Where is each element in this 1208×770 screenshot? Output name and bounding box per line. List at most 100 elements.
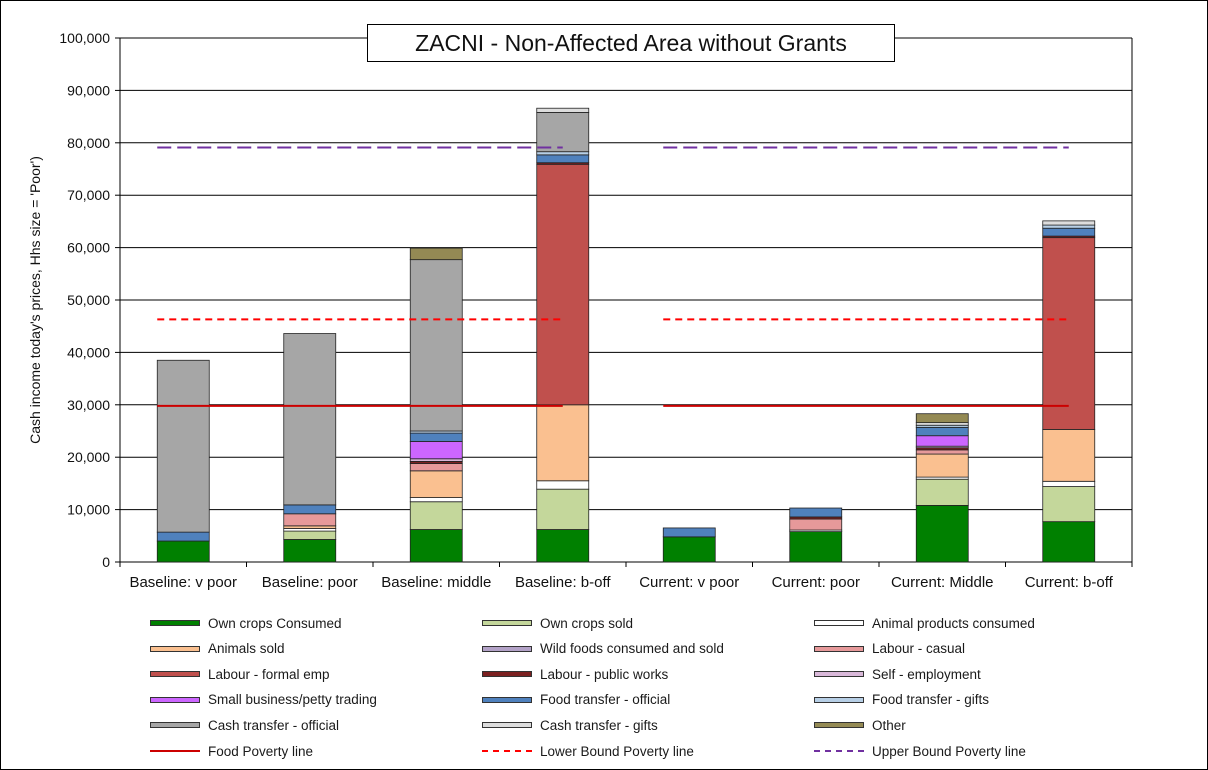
legend-label: Own crops Consumed xyxy=(208,615,342,631)
legend-swatch xyxy=(482,671,532,678)
legend-swatch xyxy=(814,645,864,652)
bar-segment xyxy=(536,488,590,530)
legend-item: Own crops sold xyxy=(482,612,633,634)
chart-plot: 0 10,000 20,000 30,000 40,000 50,000 60,000 70,… xyxy=(27,30,1133,591)
legend-label: Labour - casual xyxy=(872,641,966,657)
y-tick-label: 0 xyxy=(102,554,110,570)
x-category-label: Current: v poor xyxy=(639,574,739,591)
legend-label: Food transfer - official xyxy=(540,692,671,708)
legend-item: Lower Bound Poverty line xyxy=(482,740,694,762)
y-tick-label: 40,000 xyxy=(67,344,110,360)
bar-segment xyxy=(915,413,969,424)
y-tick-label: 70,000 xyxy=(67,187,110,203)
legend-swatch xyxy=(482,620,532,626)
legend-swatch xyxy=(482,750,532,752)
legend-swatch xyxy=(150,696,200,703)
bar-segment xyxy=(1042,220,1096,226)
legend-label: Cash transfer - gifts xyxy=(540,717,658,733)
bar-segment xyxy=(1042,224,1096,229)
bar-segment xyxy=(536,154,590,164)
bar-segment xyxy=(1042,237,1096,430)
legend-item: Food transfer - official xyxy=(482,689,670,711)
bar-segment xyxy=(915,426,969,437)
legend-swatch xyxy=(814,620,864,626)
legend-label: Upper Bound Poverty line xyxy=(872,743,1026,759)
bar-segment xyxy=(662,536,716,563)
y-tick-label: 50,000 xyxy=(67,292,110,308)
bar-segment xyxy=(536,404,590,482)
bar-segment xyxy=(283,513,337,527)
bar-segment xyxy=(1042,227,1096,237)
chart-title: ZACNI - Non-Affected Area without Grants xyxy=(367,24,895,62)
x-category-label: Current: Middle xyxy=(891,574,994,591)
legend-label: Food transfer - gifts xyxy=(872,692,990,708)
y-tick-label: 10,000 xyxy=(67,502,110,518)
bar-segment xyxy=(283,539,337,563)
bar-segment xyxy=(283,333,337,506)
bar-segment xyxy=(915,505,969,563)
legend-swatch xyxy=(482,722,532,729)
legend-label: Labour - public works xyxy=(540,666,669,682)
bar-segment xyxy=(536,529,590,563)
bar-segment xyxy=(409,432,463,442)
bar-segment xyxy=(409,501,463,530)
bar-segment xyxy=(409,470,463,498)
bar-segment xyxy=(789,507,843,518)
legend-item: Other xyxy=(814,714,906,736)
legend-swatch xyxy=(814,750,864,752)
legend-item: Small business/petty trading xyxy=(150,689,377,711)
legend-item: Own crops Consumed xyxy=(150,612,342,634)
y-tick-label: 20,000 xyxy=(67,449,110,465)
y-tick-label: 90,000 xyxy=(67,82,110,98)
legend-item: Food transfer - gifts xyxy=(814,689,989,711)
bar-segment xyxy=(915,449,969,455)
bar-segment xyxy=(283,504,337,515)
legend-item: Labour - public works xyxy=(482,663,668,685)
legend-label: Labour - formal emp xyxy=(208,666,330,682)
legend-label: Own crops sold xyxy=(540,615,634,631)
legend-item: Animals sold xyxy=(150,638,285,660)
legend-label: Wild foods consumed and sold xyxy=(540,641,724,657)
legend-swatch xyxy=(482,696,532,703)
legend-label: Animal products consumed xyxy=(872,615,1035,631)
legend-label: Cash transfer - official xyxy=(208,717,340,733)
bar-segment xyxy=(915,478,969,506)
legend-label: Animals sold xyxy=(208,641,285,657)
legend-item: Cash transfer - gifts xyxy=(482,714,658,736)
legend-swatch xyxy=(150,750,200,752)
legend-item: Self - employment xyxy=(814,663,981,685)
bar-segment xyxy=(536,112,590,153)
bar-segment xyxy=(662,527,716,538)
bar-segment xyxy=(409,529,463,563)
x-category-label: Baseline: b-off xyxy=(515,574,611,591)
legend-item: Upper Bound Poverty line xyxy=(814,740,1026,762)
bar-segment xyxy=(409,247,463,261)
bar-segment xyxy=(283,530,337,540)
bar-segment xyxy=(1042,429,1096,482)
legend-swatch xyxy=(150,620,200,626)
bar-segment xyxy=(156,531,210,542)
bar-segment xyxy=(409,497,463,503)
bar-segment xyxy=(156,540,210,563)
y-tick-label: 100,000 xyxy=(59,30,110,46)
legend-swatch xyxy=(814,671,864,678)
legend-item: Cash transfer - official xyxy=(150,714,339,736)
y-tick-label: 80,000 xyxy=(67,135,110,151)
legend-item: Wild foods consumed and sold xyxy=(482,638,724,660)
bar-segment xyxy=(536,163,590,406)
bar-segment xyxy=(915,435,969,447)
bar-segment xyxy=(1042,521,1096,563)
chart-legend: Own crops Consumed Own crops sold Animal p… xyxy=(0,612,1208,768)
legend-swatch xyxy=(150,645,200,652)
bar-segment xyxy=(536,107,590,113)
legend-item: Food Poverty line xyxy=(150,740,313,762)
legend-label: Lower Bound Poverty line xyxy=(540,743,694,759)
bar-segment xyxy=(1042,480,1096,487)
bar-segment xyxy=(1042,486,1096,523)
y-axis-title: Cash income today's prices, Hhs size = '… xyxy=(27,156,43,444)
legend-item: Labour - casual xyxy=(814,638,965,660)
y-tick-label: 30,000 xyxy=(67,397,110,413)
bar-segment xyxy=(536,480,590,490)
bar-segment xyxy=(409,259,463,432)
legend-swatch xyxy=(482,645,532,652)
